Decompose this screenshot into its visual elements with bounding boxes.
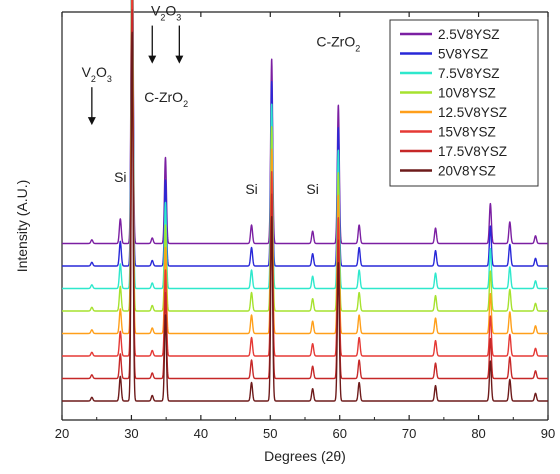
x-tick-label: 70 bbox=[402, 426, 416, 441]
annotation-label: V2O3 bbox=[151, 3, 181, 23]
arrow-head bbox=[148, 55, 157, 64]
annotation-label: Si bbox=[306, 181, 318, 197]
series-line bbox=[61, 31, 549, 402]
annotation-label: V2O3 bbox=[82, 64, 112, 84]
series-line bbox=[61, 0, 549, 312]
arrow-head bbox=[87, 117, 96, 126]
annotation-label: C-ZrO2 bbox=[316, 33, 360, 53]
x-tick-label: 80 bbox=[471, 426, 485, 441]
x-ticks: 20 30 40 50 60 70 80 90 bbox=[55, 12, 555, 441]
series-line bbox=[61, 0, 549, 267]
x-tick-label: 50 bbox=[263, 426, 277, 441]
legend-box bbox=[389, 19, 539, 187]
arrow-head bbox=[175, 55, 184, 64]
x-tick-label: 20 bbox=[55, 426, 69, 441]
series-line bbox=[61, 0, 549, 290]
x-tick-label: 90 bbox=[541, 426, 555, 441]
x-tick-label: 40 bbox=[194, 426, 208, 441]
annotation-label: C-ZrO2 bbox=[144, 89, 188, 109]
annotation-label: Si bbox=[245, 181, 257, 197]
legend-label: 2.5V8YSZ bbox=[438, 27, 500, 42]
legend: 2.5V8YSZ 5V8YSZ 7.5V8YSZ 10V8YSZ 12.5V8YSZ 15… bbox=[389, 19, 539, 187]
series-line bbox=[61, 0, 549, 245]
legend-label: 17.5V8YSZ bbox=[438, 144, 507, 159]
legend-label: 12.5V8YSZ bbox=[438, 105, 507, 120]
x-tick-label: 60 bbox=[332, 426, 346, 441]
annotation-label: Si bbox=[114, 169, 126, 185]
series-line bbox=[61, 0, 549, 335]
x-tick-label: 30 bbox=[124, 426, 138, 441]
legend-label: 20V8YSZ bbox=[438, 164, 496, 179]
x-axis-label: Degrees (2θ) bbox=[264, 448, 346, 464]
series-group bbox=[61, 0, 549, 402]
legend-label: 10V8YSZ bbox=[438, 86, 496, 101]
series-line bbox=[61, 0, 549, 357]
legend-label: 7.5V8YSZ bbox=[438, 66, 500, 81]
legend-label: 5V8YSZ bbox=[438, 47, 488, 62]
legend-label: 15V8YSZ bbox=[438, 125, 496, 140]
series-line bbox=[61, 9, 549, 380]
y-axis-label: Intensity (A.U.) bbox=[14, 180, 30, 273]
annotations: C-ZrO2V2O3SiV2O3C-ZrO2SiC-ZrO2SiC-ZrO2 bbox=[82, 3, 361, 198]
